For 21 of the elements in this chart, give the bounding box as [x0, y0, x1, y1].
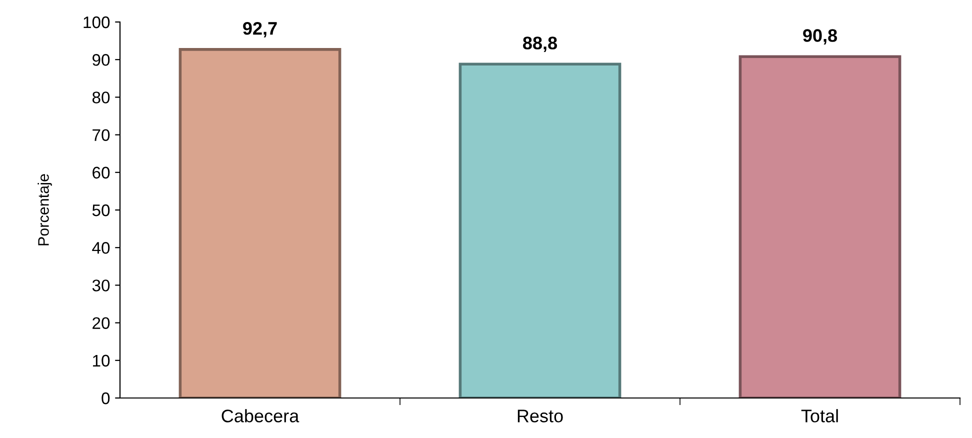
y-axis-title: Porcentaje	[38, 174, 52, 246]
bar	[178, 48, 342, 398]
bar	[458, 62, 622, 398]
y-tick-label: 70	[92, 129, 110, 142]
y-tick-label: 0	[102, 392, 110, 404]
y-tick-label: 80	[92, 92, 110, 104]
x-tick-label: Resto	[518, 410, 563, 422]
y-tick-label: 100	[84, 16, 110, 28]
data-label: 92,7	[243, 22, 277, 38]
y-tick-label: 10	[93, 354, 110, 367]
bar	[738, 55, 902, 398]
x-tick-label: Total	[801, 409, 838, 422]
y-tick-label: 30	[92, 280, 110, 292]
y-tick-label: 40	[92, 242, 110, 254]
x-tick-label: Cabecera	[222, 409, 300, 422]
data-label: 90,8	[803, 29, 838, 45]
y-tick-label: 50	[92, 204, 110, 216]
data-label: 88,8	[523, 36, 558, 52]
y-tick-label: 90	[92, 54, 110, 66]
y-tick-label: 20	[92, 317, 110, 330]
y-tick-label: 60	[92, 166, 110, 179]
